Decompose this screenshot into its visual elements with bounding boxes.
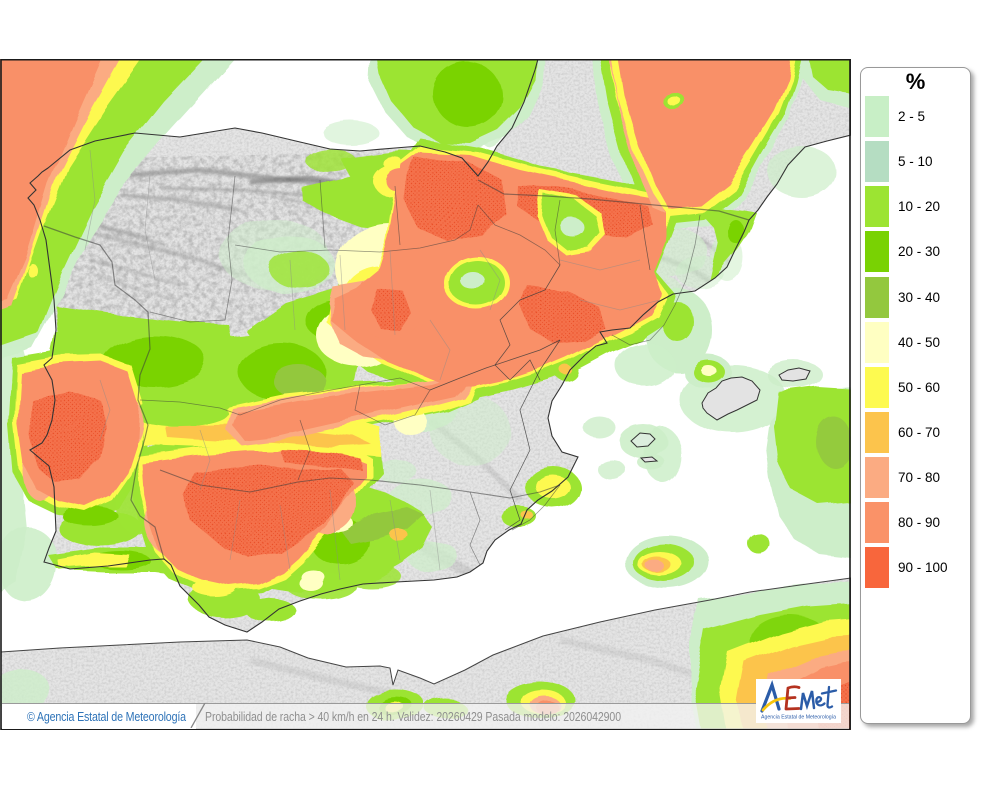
svg-text:Agencia Estatal de Meteorologí: Agencia Estatal de Meteorología [761,715,836,721]
